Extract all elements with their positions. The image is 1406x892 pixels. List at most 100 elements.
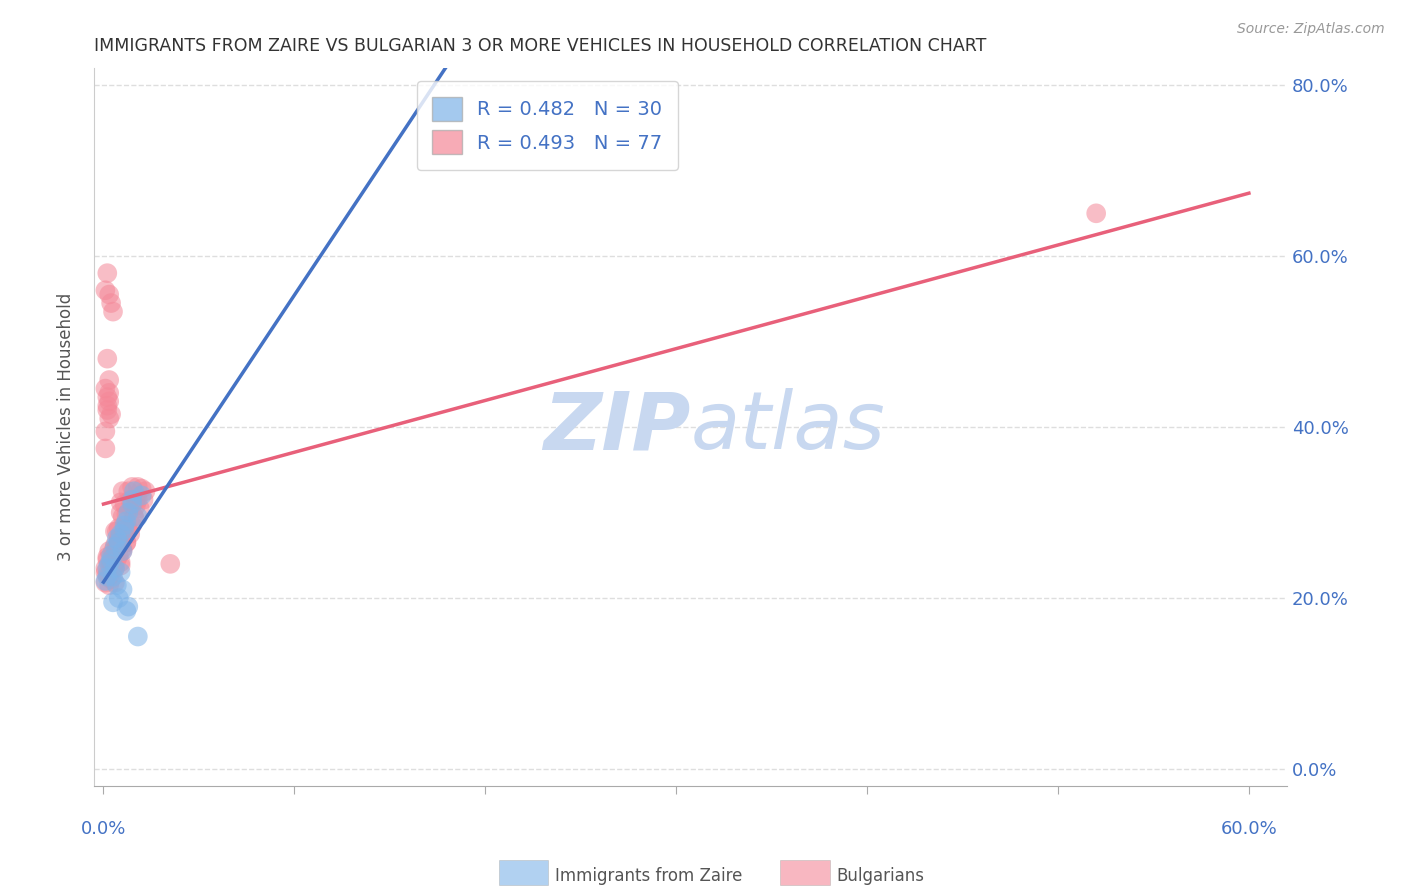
Point bbox=[104, 538, 127, 552]
Point bbox=[110, 527, 132, 541]
Point bbox=[101, 549, 124, 564]
Point bbox=[117, 506, 139, 520]
Point bbox=[115, 535, 138, 549]
Point bbox=[117, 523, 139, 537]
Point bbox=[125, 499, 148, 513]
Point bbox=[104, 561, 127, 575]
Point bbox=[121, 492, 143, 507]
Point bbox=[159, 557, 181, 571]
Point bbox=[98, 385, 121, 400]
Point bbox=[107, 531, 129, 545]
Point bbox=[120, 492, 142, 507]
Point bbox=[100, 549, 122, 563]
Point bbox=[122, 509, 145, 524]
Point bbox=[115, 535, 138, 549]
Point bbox=[94, 382, 117, 396]
Point bbox=[114, 529, 136, 543]
Point bbox=[122, 509, 145, 524]
Point bbox=[96, 390, 118, 404]
Point bbox=[94, 561, 117, 575]
Point bbox=[134, 484, 156, 499]
Point bbox=[94, 283, 117, 297]
Text: atlas: atlas bbox=[690, 388, 886, 466]
Point bbox=[96, 570, 118, 584]
Point bbox=[107, 521, 129, 535]
Point bbox=[98, 578, 121, 592]
Point bbox=[114, 529, 136, 543]
Point bbox=[110, 566, 132, 580]
Point bbox=[125, 492, 148, 507]
Point bbox=[98, 557, 121, 571]
Point bbox=[104, 524, 127, 539]
Point bbox=[101, 544, 124, 558]
Point bbox=[101, 304, 124, 318]
Point bbox=[107, 591, 129, 605]
Point bbox=[105, 578, 128, 592]
Point bbox=[98, 287, 121, 301]
Point bbox=[131, 488, 153, 502]
Text: Immigrants from Zaire: Immigrants from Zaire bbox=[555, 867, 742, 885]
Point bbox=[96, 549, 118, 564]
Point bbox=[111, 582, 134, 597]
Point bbox=[96, 567, 118, 582]
Point bbox=[127, 492, 149, 507]
Point bbox=[100, 557, 122, 571]
Point bbox=[104, 561, 127, 575]
Point bbox=[98, 411, 121, 425]
Point bbox=[96, 552, 118, 566]
Point bbox=[121, 518, 143, 533]
Point bbox=[94, 574, 117, 588]
Point bbox=[110, 506, 132, 520]
Point bbox=[101, 570, 124, 584]
Point bbox=[101, 561, 124, 575]
Point bbox=[127, 509, 149, 524]
Point bbox=[111, 509, 134, 524]
Text: Source: ZipAtlas.com: Source: ZipAtlas.com bbox=[1237, 22, 1385, 37]
Point bbox=[128, 501, 150, 516]
Point bbox=[114, 523, 136, 537]
Point bbox=[115, 508, 138, 522]
Point bbox=[94, 575, 117, 590]
Point bbox=[105, 524, 128, 539]
Point bbox=[98, 373, 121, 387]
Point bbox=[131, 482, 153, 496]
Point bbox=[96, 266, 118, 280]
Legend: R = 0.482   N = 30, R = 0.493   N = 77: R = 0.482 N = 30, R = 0.493 N = 77 bbox=[416, 81, 678, 169]
Point bbox=[122, 484, 145, 499]
Point bbox=[127, 480, 149, 494]
Point bbox=[114, 518, 136, 533]
Point bbox=[105, 531, 128, 545]
Point bbox=[94, 442, 117, 456]
Point bbox=[110, 558, 132, 573]
Point bbox=[105, 540, 128, 554]
Point bbox=[107, 549, 129, 563]
Point bbox=[101, 595, 124, 609]
Point bbox=[111, 544, 134, 558]
Point bbox=[110, 555, 132, 569]
Point bbox=[121, 480, 143, 494]
Point bbox=[94, 425, 117, 439]
Text: 60.0%: 60.0% bbox=[1220, 821, 1277, 838]
Point bbox=[96, 403, 118, 417]
Point bbox=[105, 552, 128, 566]
Point bbox=[105, 541, 128, 556]
Point bbox=[115, 514, 138, 528]
Point bbox=[98, 394, 121, 409]
Point bbox=[100, 572, 122, 586]
Point bbox=[117, 523, 139, 537]
Point bbox=[100, 407, 122, 421]
Point bbox=[104, 575, 127, 590]
Point bbox=[117, 484, 139, 499]
Point bbox=[120, 527, 142, 541]
Point bbox=[114, 497, 136, 511]
Point bbox=[121, 497, 143, 511]
Point bbox=[127, 630, 149, 644]
Point bbox=[115, 604, 138, 618]
Point bbox=[132, 492, 155, 507]
Point bbox=[110, 495, 132, 509]
Text: 0.0%: 0.0% bbox=[80, 821, 127, 838]
Y-axis label: 3 or more Vehicles in Household: 3 or more Vehicles in Household bbox=[58, 293, 75, 561]
Point bbox=[94, 566, 117, 580]
Point bbox=[96, 561, 118, 575]
Point bbox=[111, 484, 134, 499]
